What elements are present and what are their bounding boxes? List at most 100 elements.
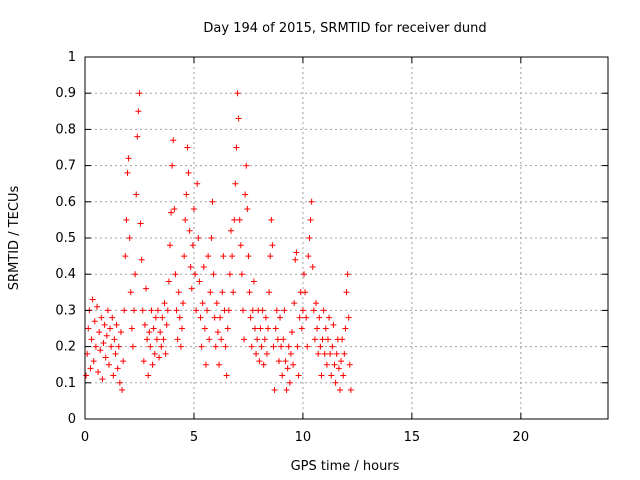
data-point <box>233 144 240 151</box>
data-point <box>182 216 189 223</box>
data-point <box>305 253 312 260</box>
data-point <box>315 350 322 357</box>
data-point <box>136 90 143 97</box>
data-point <box>241 336 248 343</box>
data-point <box>168 209 175 216</box>
data-point <box>268 216 275 223</box>
data-point <box>306 235 313 241</box>
data-point <box>199 300 206 307</box>
data-point <box>208 235 215 241</box>
data-point <box>291 300 298 307</box>
data-point <box>102 354 109 361</box>
data-point <box>327 350 334 357</box>
data-point <box>293 249 300 256</box>
data-point <box>110 372 117 379</box>
data-point <box>112 350 119 357</box>
data-point <box>147 343 154 350</box>
data-point <box>128 325 135 332</box>
data-point <box>98 314 105 321</box>
data-point <box>320 307 327 314</box>
data-point <box>96 329 103 336</box>
data-point <box>129 343 136 350</box>
data-point <box>92 343 99 350</box>
data-point <box>295 372 302 379</box>
data-point <box>222 343 229 350</box>
data-point <box>201 325 208 332</box>
data-point <box>224 325 231 332</box>
data-point <box>311 336 318 343</box>
x-tick-label: 10 <box>295 430 312 445</box>
data-point <box>285 343 292 350</box>
data-point <box>206 336 213 343</box>
axis-ticks <box>84 56 608 420</box>
data-point <box>144 336 151 343</box>
data-point <box>309 263 316 270</box>
y-tick-label: 0.9 <box>55 86 76 101</box>
data-point <box>231 216 238 223</box>
data-point <box>100 339 107 346</box>
data-point <box>127 289 134 296</box>
data-point <box>251 325 258 332</box>
data-point <box>132 271 139 278</box>
data-point <box>341 350 348 357</box>
data-point <box>263 350 270 357</box>
data-point <box>332 379 339 386</box>
data-point <box>316 314 323 321</box>
data-point <box>146 329 153 336</box>
data-point <box>137 220 144 227</box>
data-point <box>328 372 335 379</box>
data-point <box>194 180 201 187</box>
data-point <box>243 162 250 169</box>
data-point <box>329 343 336 350</box>
data-point <box>256 358 263 365</box>
data-point <box>287 350 294 357</box>
data-point <box>245 253 252 260</box>
x-tick-label: 0 <box>81 430 89 445</box>
data-point <box>123 216 130 223</box>
data-point <box>244 206 251 213</box>
data-point <box>204 307 211 314</box>
data-point <box>143 285 150 292</box>
data-point <box>347 387 354 394</box>
data-point <box>223 372 230 379</box>
data-point <box>171 206 178 213</box>
data-point <box>269 242 276 249</box>
data-point <box>148 307 155 314</box>
data-point <box>239 307 246 314</box>
data-point <box>321 350 328 357</box>
data-point <box>145 372 152 379</box>
data-point <box>95 368 102 375</box>
data-point <box>184 144 191 151</box>
data-point <box>310 307 317 314</box>
data-point <box>324 336 331 343</box>
data-point <box>135 108 142 115</box>
data-point <box>303 314 310 321</box>
data-point <box>250 278 257 285</box>
data-point <box>333 350 340 357</box>
data-point <box>340 372 347 379</box>
data-point <box>292 256 299 263</box>
data-point <box>308 198 315 205</box>
data-point <box>157 329 164 336</box>
data-point <box>344 271 351 278</box>
tick-labels: 00.10.20.30.40.50.60.70.80.910 5 10 15 20 <box>55 50 529 445</box>
data-point <box>289 329 296 336</box>
data-point <box>284 365 291 372</box>
data-point <box>346 361 353 368</box>
data-point <box>181 253 188 260</box>
data-point <box>138 256 145 263</box>
data-point <box>214 329 221 336</box>
data-point <box>107 325 114 332</box>
y-tick-label: 0.5 <box>55 231 76 246</box>
data-point <box>151 350 158 357</box>
data-point <box>105 361 112 368</box>
data-point <box>180 300 187 307</box>
data-point <box>158 343 165 350</box>
data-point <box>103 332 110 339</box>
data-point <box>149 361 156 368</box>
data-point <box>216 361 223 368</box>
data-point <box>101 321 108 328</box>
data-point <box>152 314 159 321</box>
data-point <box>280 336 287 343</box>
